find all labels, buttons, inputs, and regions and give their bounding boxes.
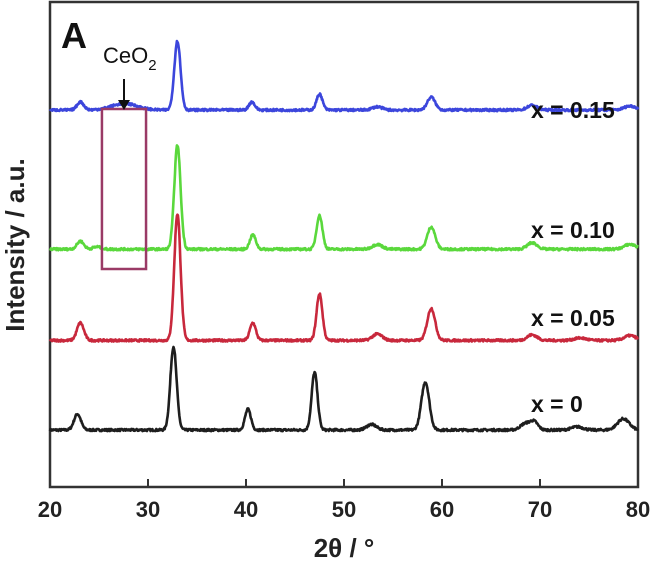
x-tick-label: 20 (38, 497, 62, 522)
series-label-x0.15: x = 0.15 (531, 97, 615, 123)
series-label-x0.05: x = 0.05 (531, 305, 615, 331)
panel-label: A (61, 15, 87, 56)
series-line-2 (48, 144, 639, 252)
x-tick-label: 70 (528, 497, 552, 522)
ceo2-annotation-label: CeO2 (103, 43, 157, 74)
x-tick-label: 50 (332, 497, 356, 522)
plot-series (48, 39, 640, 433)
series-line-0 (48, 345, 640, 433)
ceo2-arrow-head (117, 100, 130, 110)
series-line-1 (48, 213, 640, 343)
series-line-3 (48, 39, 640, 113)
x-tick-label: 30 (136, 497, 160, 522)
y-axis-title: Intensity / a.u. (0, 158, 30, 331)
x-axis-ticks: 20 30 40 50 60 70 80 (38, 479, 650, 522)
series-label-x0.10: x = 0.10 (531, 217, 615, 243)
x-axis-title: 2θ / ° (314, 533, 375, 563)
x-tick-label: 40 (234, 497, 258, 522)
ceo2-highlight-box (100, 107, 148, 271)
x-tick-label: 80 (626, 497, 650, 522)
series-label-x0: x = 0 (531, 391, 583, 417)
x-tick-label: 60 (430, 497, 454, 522)
